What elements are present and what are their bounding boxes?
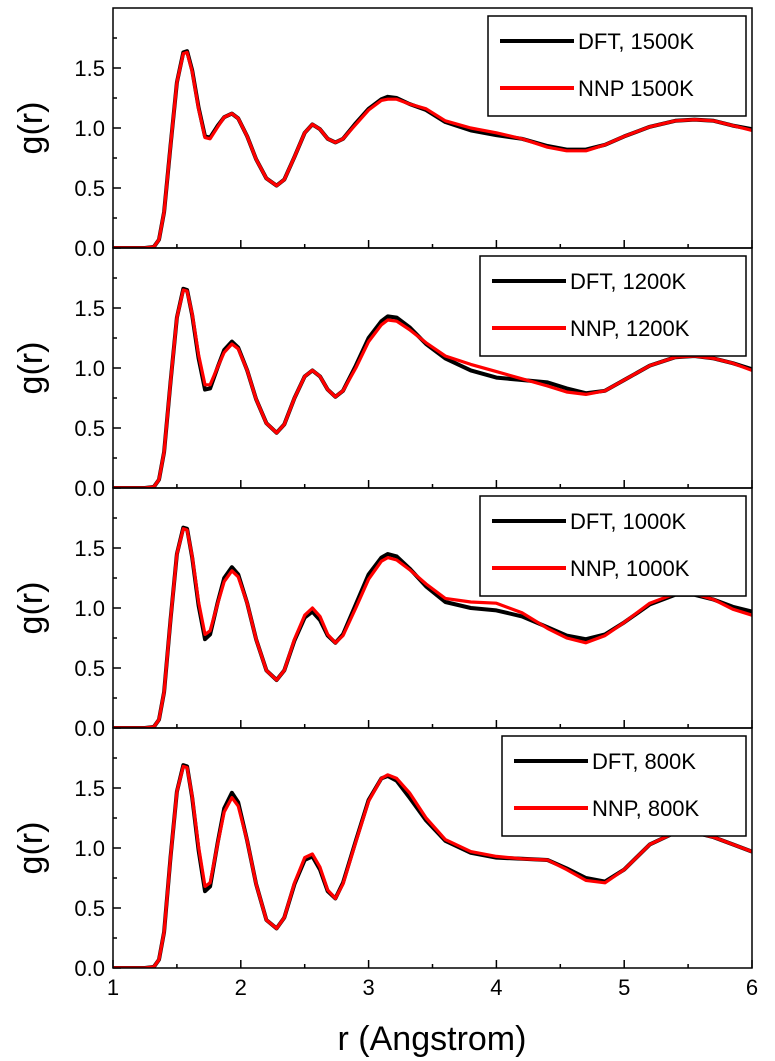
x-tick-label: 3	[362, 975, 374, 1000]
y-tick-label: 0.0	[74, 476, 105, 501]
legend-entry-label: NNP, 1200K	[570, 316, 690, 341]
legend-entry-label: NNP, 800K	[592, 796, 700, 821]
nnp-series-line	[113, 527, 752, 728]
y-tick-label: 1.0	[74, 356, 105, 381]
nnp-series-line	[113, 288, 752, 488]
x-tick-label: 4	[490, 975, 502, 1000]
y-tick-label: 1.5	[74, 56, 105, 81]
x-tick-label: 2	[235, 975, 247, 1000]
x-tick-label: 5	[618, 975, 630, 1000]
plot-frame	[112, 727, 753, 969]
x-tick-label: 6	[746, 975, 758, 1000]
legend-entry-label: DFT, 1000K	[570, 509, 686, 534]
legend-entry-label: DFT, 1500K	[578, 29, 694, 54]
y-tick-label: 1.0	[74, 836, 105, 861]
legend: DFT, 1500K NNP 1500K	[487, 15, 747, 117]
y-tick-label: 0.5	[74, 656, 105, 681]
legend-box	[479, 495, 747, 597]
legend: DFT, 1000K NNP, 1000K	[479, 495, 747, 597]
legend-entry-label: DFT, 800K	[592, 749, 696, 774]
y-tick-label: 0.5	[74, 416, 105, 441]
legend-entry-label: NNP, 1000K	[570, 556, 690, 581]
y-tick-label: 1.5	[74, 776, 105, 801]
y-tick-label: 0.5	[74, 896, 105, 921]
legend: DFT, 800K NNP, 800K	[501, 735, 747, 837]
y-tick-label: 1.5	[74, 536, 105, 561]
y-axis-title: g(r)	[12, 342, 50, 395]
y-tick-label: 0.5	[74, 176, 105, 201]
legend-box	[479, 255, 747, 357]
nnp-series-line	[113, 764, 752, 968]
y-axis-title: g(r)	[12, 822, 50, 875]
x-tick-label: 1	[107, 975, 119, 1000]
panel-top: 0.0 0.5 1.0 1.5 g(r) DFT, 1500K NNP 1500K	[12, 7, 753, 261]
y-tick-label: 0.0	[74, 716, 105, 741]
y-tick-label: 1.0	[74, 116, 105, 141]
panel-second: 0.0 0.5 1.0 1.5 g(r) DFT, 1200K NNP, 1200K	[12, 247, 753, 501]
legend-box	[501, 735, 747, 837]
legend: DFT, 1200K NNP, 1200K	[479, 255, 747, 357]
legend-entry-label: NNP 1500K	[578, 76, 694, 101]
y-tick-label: 0.0	[74, 236, 105, 261]
panel-bottom: 0.0 0.5 1.0 1.5 1 2 3 4 5 6 g(r) DFT, 800K NNP, 800K	[12, 727, 758, 1000]
legend-box	[487, 15, 747, 117]
y-axis-title: g(r)	[12, 582, 50, 635]
y-tick-label: 0.0	[74, 956, 105, 981]
nnp-series-line	[113, 50, 752, 248]
y-tick-label: 1.0	[74, 596, 105, 621]
panel-third: 0.0 0.5 1.0 1.5 g(r) DFT, 1000K NNP, 1000K	[12, 487, 753, 741]
y-tick-label: 1.5	[74, 296, 105, 321]
x-axis-title: r (Angstrom)	[338, 1020, 527, 1058]
legend-entry-label: DFT, 1200K	[570, 269, 686, 294]
y-axis-title: g(r)	[12, 102, 50, 155]
